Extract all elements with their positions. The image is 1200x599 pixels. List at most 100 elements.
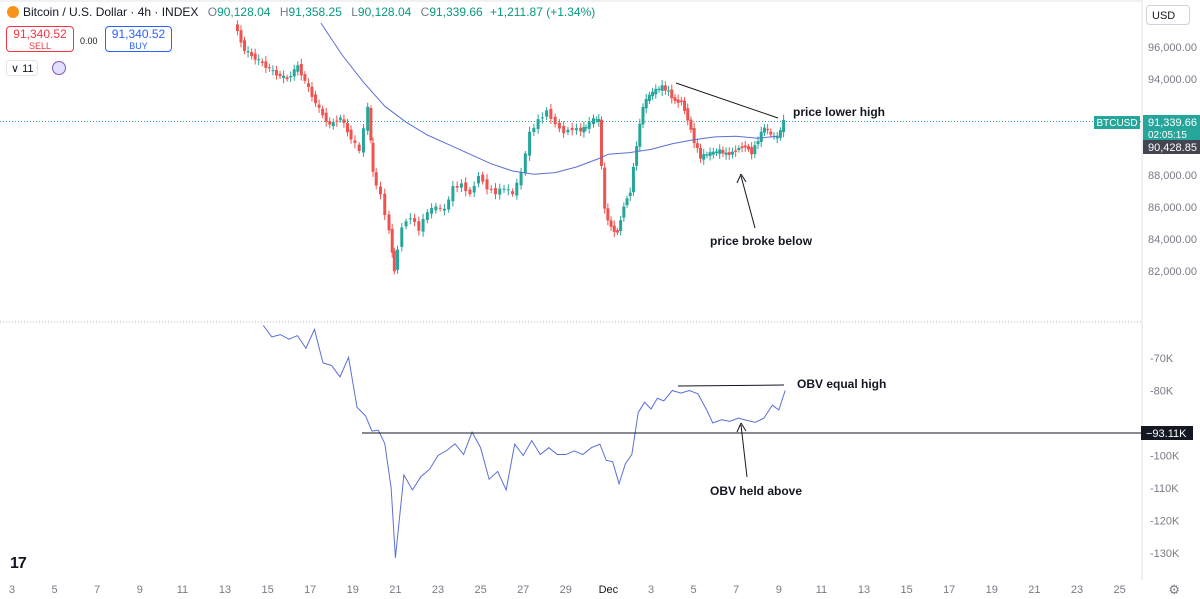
candle-body: [566, 129, 570, 133]
price-tick-label: 96,000.00: [1148, 42, 1197, 54]
candle-body: [349, 129, 353, 140]
x-tick-label: 19: [986, 584, 998, 596]
candle-body: [274, 70, 278, 76]
candle-body: [673, 97, 677, 101]
tradingview-logo-icon[interactable]: 17: [10, 555, 27, 572]
obv-tick-label: -100K: [1150, 451, 1180, 463]
candle-body: [782, 119, 786, 133]
indicators-collapse-button[interactable]: ∨ 11: [6, 60, 38, 76]
candle-body: [686, 108, 690, 121]
candle-body: [366, 106, 370, 131]
candle-body: [695, 143, 699, 149]
candle-body: [766, 129, 770, 131]
buy-button[interactable]: 91,340.52 BUY: [105, 26, 172, 52]
candle-body: [638, 123, 642, 147]
x-tick-label: 5: [52, 584, 58, 596]
chevron-down-icon: ∨: [11, 63, 20, 75]
candle-body: [417, 221, 421, 231]
candle-body: [606, 208, 610, 221]
currency-select[interactable]: USD: [1146, 5, 1190, 25]
candle-body: [753, 145, 757, 154]
obv-tick-label: -110K: [1150, 483, 1179, 495]
price-tick-label: 86,000.00: [1148, 202, 1197, 214]
symbol-header: Bitcoin / U.S. Dollar · 4h · INDEX O90,1…: [7, 5, 595, 19]
candle-body: [775, 136, 779, 139]
candle-body: [759, 131, 763, 142]
candle-body: [519, 172, 523, 186]
price-trendline: [675, 82, 779, 119]
candle-body: [515, 182, 519, 196]
x-tick-label: 13: [858, 584, 870, 596]
candle-body: [369, 108, 373, 141]
candle-body: [408, 218, 412, 220]
x-tick-label: 11: [177, 584, 188, 596]
high-label: H: [279, 5, 289, 19]
x-tick-label: 7: [94, 584, 100, 596]
obv-arrow: [740, 424, 748, 478]
x-tick-label: Dec: [599, 584, 619, 596]
candle-body: [597, 119, 601, 122]
obv-last-label-bg: [1141, 426, 1193, 440]
x-tick-label: 11: [816, 584, 827, 596]
candle-body: [250, 52, 254, 57]
candle-body: [676, 99, 680, 103]
obv-arrow-head: [736, 422, 747, 433]
candle-body: [438, 207, 442, 209]
candle-body: [549, 108, 553, 119]
candle-body: [260, 61, 264, 64]
candle-body: [603, 167, 607, 209]
price-arrow-head: [736, 173, 747, 184]
candle-body: [451, 186, 455, 202]
sync-icon[interactable]: [52, 61, 66, 75]
symbol-title[interactable]: Bitcoin / U.S. Dollar · 4h · INDEX: [23, 5, 199, 19]
candle-body: [718, 149, 722, 154]
candle-body: [498, 188, 502, 195]
candle-body: [582, 126, 586, 133]
candle-body: [464, 182, 468, 192]
candle-body: [540, 117, 544, 119]
obv-tick-label: -130K: [1150, 548, 1180, 560]
candle-body: [683, 100, 687, 111]
candle-body: [310, 86, 314, 97]
candle-body: [705, 154, 709, 156]
candle-body: [387, 214, 391, 231]
gear-icon[interactable]: ⚙: [1168, 582, 1180, 597]
candle-body: [292, 69, 296, 77]
high-value: 91,358.25: [288, 5, 342, 19]
spread-value: 0.00: [80, 36, 98, 46]
candle-body: [743, 145, 747, 148]
sell-button[interactable]: 91,340.52 SELL: [6, 26, 74, 52]
candle-body: [371, 142, 375, 172]
candle-body: [619, 220, 623, 232]
candle-body: [667, 90, 671, 92]
x-tick-label: 17: [304, 584, 316, 596]
candle-body: [321, 108, 325, 116]
candle-body: [267, 67, 271, 69]
annotation-obv-held-above: OBV held above: [710, 484, 802, 498]
candle-body: [400, 227, 404, 247]
candle-body: [317, 104, 321, 108]
candle-body: [663, 85, 667, 91]
candle-body: [699, 147, 703, 159]
x-tick-label: 5: [691, 584, 697, 596]
candle-body: [299, 63, 303, 76]
low-value: 90,128.04: [357, 5, 412, 19]
bitcoin-icon: [7, 6, 19, 18]
obv-line: [262, 325, 786, 558]
change-value: +1,211.87 (+1.34%): [490, 5, 596, 19]
candle-body: [628, 192, 632, 197]
x-tick-label: 13: [219, 584, 231, 596]
candle-body: [390, 228, 394, 253]
annotation-price-broke-below: price broke below: [710, 234, 813, 248]
candle-body: [289, 76, 293, 78]
candle-body: [296, 65, 300, 72]
candle-body: [570, 127, 574, 131]
close-label: C: [420, 5, 430, 19]
candle-body: [737, 147, 741, 150]
candle-body: [587, 121, 591, 129]
price-tick-label: 84,000.00: [1148, 234, 1197, 246]
candle-body: [447, 199, 451, 210]
candle-body: [523, 153, 527, 174]
